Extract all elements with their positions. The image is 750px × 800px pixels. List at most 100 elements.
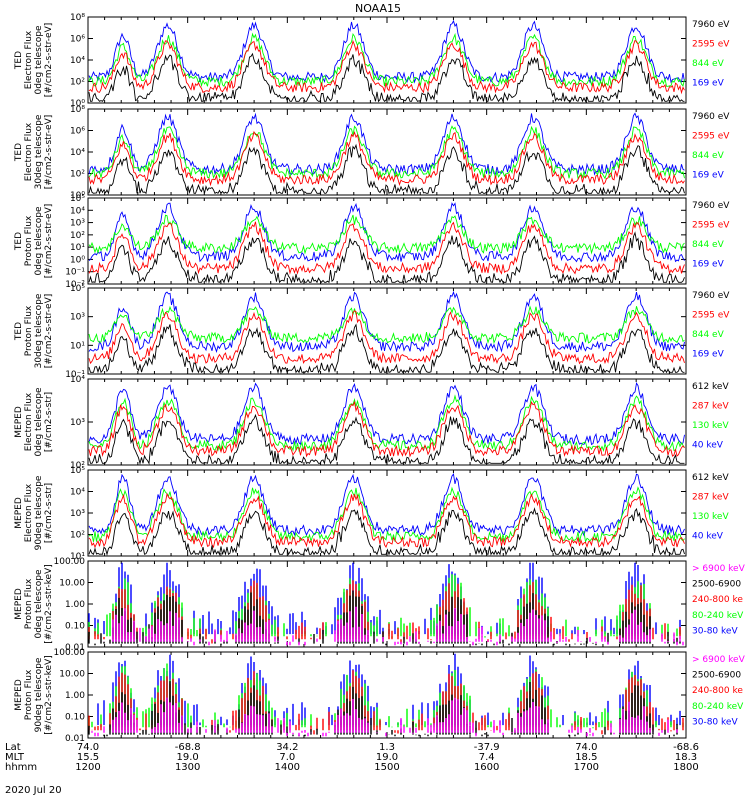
- y-axis-label-line: 0deg telescope: [34, 206, 44, 276]
- y-tick-label: 10⁴: [70, 148, 85, 158]
- legend-entry: 844 eV: [692, 240, 725, 250]
- y-tick-label: 10⁶: [70, 35, 85, 45]
- y-axis-label-line: Electron Flux: [24, 122, 34, 181]
- footer-row-label: hhmm: [5, 762, 37, 773]
- y-tick-label: 10²: [70, 231, 85, 241]
- legend-entry: 7960 eV: [692, 201, 730, 211]
- footer-tick-lat: 1.3: [379, 742, 395, 753]
- series-magenta: [103, 606, 684, 646]
- y-axis-label-line: TED: [14, 143, 24, 162]
- y-axis-label-line: [#/cm2-s-str]: [44, 392, 54, 452]
- series-black: [88, 231, 685, 284]
- legend-entry: 287 keV: [692, 402, 729, 412]
- footer-tick-hhmm: 1200: [75, 762, 100, 773]
- y-axis-label-line: TED: [14, 232, 24, 251]
- footer-tick-lat: -37.9: [474, 742, 500, 753]
- y-axis-label-line: Electron Flux: [24, 392, 34, 451]
- y-axis-label-line: [#/cm2-s-str-eV]: [44, 204, 54, 279]
- series-red: [88, 39, 685, 95]
- series-red: [88, 310, 685, 365]
- y-axis-label: MEPEDProton Flux90deg telescope[#/cm2-s-…: [14, 655, 54, 734]
- footer-tick-lat: 74.0: [575, 742, 597, 753]
- y-tick-label: 10⁵: [70, 284, 85, 294]
- footer-tick-mlt: 7.4: [479, 752, 495, 763]
- y-tick-label: 10⁻²: [65, 280, 85, 290]
- y-axis-label-line: 0deg telescope: [34, 387, 44, 457]
- series-black: [88, 413, 685, 466]
- legend-entry: 844 eV: [692, 59, 725, 69]
- series-black: [88, 323, 685, 374]
- series-blue: [88, 381, 685, 446]
- legend-entry: 7960 eV: [692, 291, 730, 301]
- y-tick-label: 10⁴: [70, 206, 85, 216]
- legend-entry: 2595 eV: [692, 132, 730, 142]
- legend-entry: 30-80 keV: [692, 626, 738, 636]
- y-axis-label: TEDProton Flux30deg telescope[#/cm2-s-st…: [14, 293, 54, 368]
- date-label: 2020 Jul 20: [5, 785, 62, 796]
- y-tick-label: 10⁰: [70, 99, 85, 109]
- series-blue: [88, 19, 685, 84]
- series-red: [88, 130, 685, 187]
- y-axis-label: TEDElectron Flux30deg telescope[#/cm2-s-…: [14, 114, 54, 189]
- legend-entry: > 6900 keV: [692, 564, 746, 574]
- legend-entry: 2500-6900: [692, 671, 741, 681]
- y-axis-label-line: Proton Flux: [24, 215, 34, 266]
- footer-tick-mlt: 19.0: [177, 752, 199, 763]
- y-tick-label: 10³: [70, 418, 85, 428]
- y-axis-label-line: 0deg telescope: [34, 25, 44, 95]
- footer-tick-hhmm: 1300: [175, 762, 200, 773]
- y-tick-label: 10²: [70, 170, 85, 180]
- legend-entry: 2595 eV: [692, 40, 730, 50]
- series-blue: [88, 473, 685, 537]
- legend-entry: 287 keV: [692, 493, 729, 503]
- series-blue: [88, 290, 685, 353]
- y-axis-label-line: [#/cm2-s-str-eV]: [44, 115, 54, 190]
- footer-tick-lat: -68.8: [175, 742, 201, 753]
- footer-tick-hhmm: 1800: [673, 762, 698, 773]
- y-axis-label-line: Electron Flux: [24, 483, 34, 542]
- series-blue: [88, 112, 685, 176]
- series-green: [88, 305, 685, 345]
- legend-entry: 240-800 ke: [692, 686, 743, 696]
- footer-row-label: MLT: [5, 752, 25, 763]
- y-axis-label-line: MEPED: [14, 679, 24, 711]
- y-tick-label: 100.00: [54, 557, 86, 567]
- y-axis-label-line: Proton Flux: [24, 305, 34, 356]
- y-axis-label: TEDProton Flux0deg telescope[#/cm2-s-str…: [14, 204, 54, 279]
- y-tick-label: 0.10: [65, 622, 85, 632]
- series-red: [88, 580, 681, 644]
- footer-tick-mlt: 19.0: [376, 752, 398, 763]
- y-axis-label-line: Proton Flux: [24, 669, 34, 720]
- legend-entry: 169 eV: [692, 171, 725, 181]
- y-axis-label-line: Electron Flux: [24, 30, 34, 89]
- footer-tick-mlt: 15.5: [77, 752, 99, 763]
- series-blue: [88, 562, 681, 635]
- y-tick-label: 1.00: [65, 600, 85, 610]
- y-axis-label-line: [#/cm2-s-str]: [44, 483, 54, 543]
- legend-entry: 2595 eV: [692, 221, 730, 231]
- series-green: [88, 486, 685, 544]
- legend-entry: > 6900 keV: [692, 655, 746, 665]
- y-tick-label: 10²: [70, 461, 85, 471]
- y-tick-label: 10.00: [59, 670, 85, 680]
- y-tick-label: 100.00: [54, 648, 86, 658]
- y-axis-label-line: MEPED: [14, 497, 24, 529]
- legend-entry: 844 eV: [692, 330, 725, 340]
- y-axis-label-line: [#/cm2-s-str-eV]: [44, 23, 54, 98]
- footer-tick-hhmm: 1500: [374, 762, 399, 773]
- footer-tick-hhmm: 1600: [474, 762, 499, 773]
- series-green: [88, 663, 684, 729]
- y-tick-label: 10⁻¹: [65, 268, 85, 278]
- panel-2: 10⁰ 10² 10⁴ 10⁶ 10⁸ TEDElectron Flux30deg tel…: [14, 105, 730, 201]
- y-tick-label: 1.00: [65, 691, 85, 701]
- legend-entry: 7960 eV: [692, 20, 730, 30]
- y-tick-label: 10⁴: [70, 488, 85, 498]
- panel-5: 10² 10³ 10⁴ MEPEDElectron Flux0deg telescop…: [14, 375, 729, 471]
- footer-tick-hhmm: 1700: [574, 762, 599, 773]
- legend-entry: 40 keV: [692, 532, 724, 542]
- y-tick-label: 10⁰: [70, 255, 85, 265]
- y-tick-label: 0.01: [65, 734, 85, 744]
- footer-tick-mlt: 18.3: [675, 752, 697, 763]
- y-axis-label-line: [#/cm2-s-str-keV]: [44, 655, 54, 734]
